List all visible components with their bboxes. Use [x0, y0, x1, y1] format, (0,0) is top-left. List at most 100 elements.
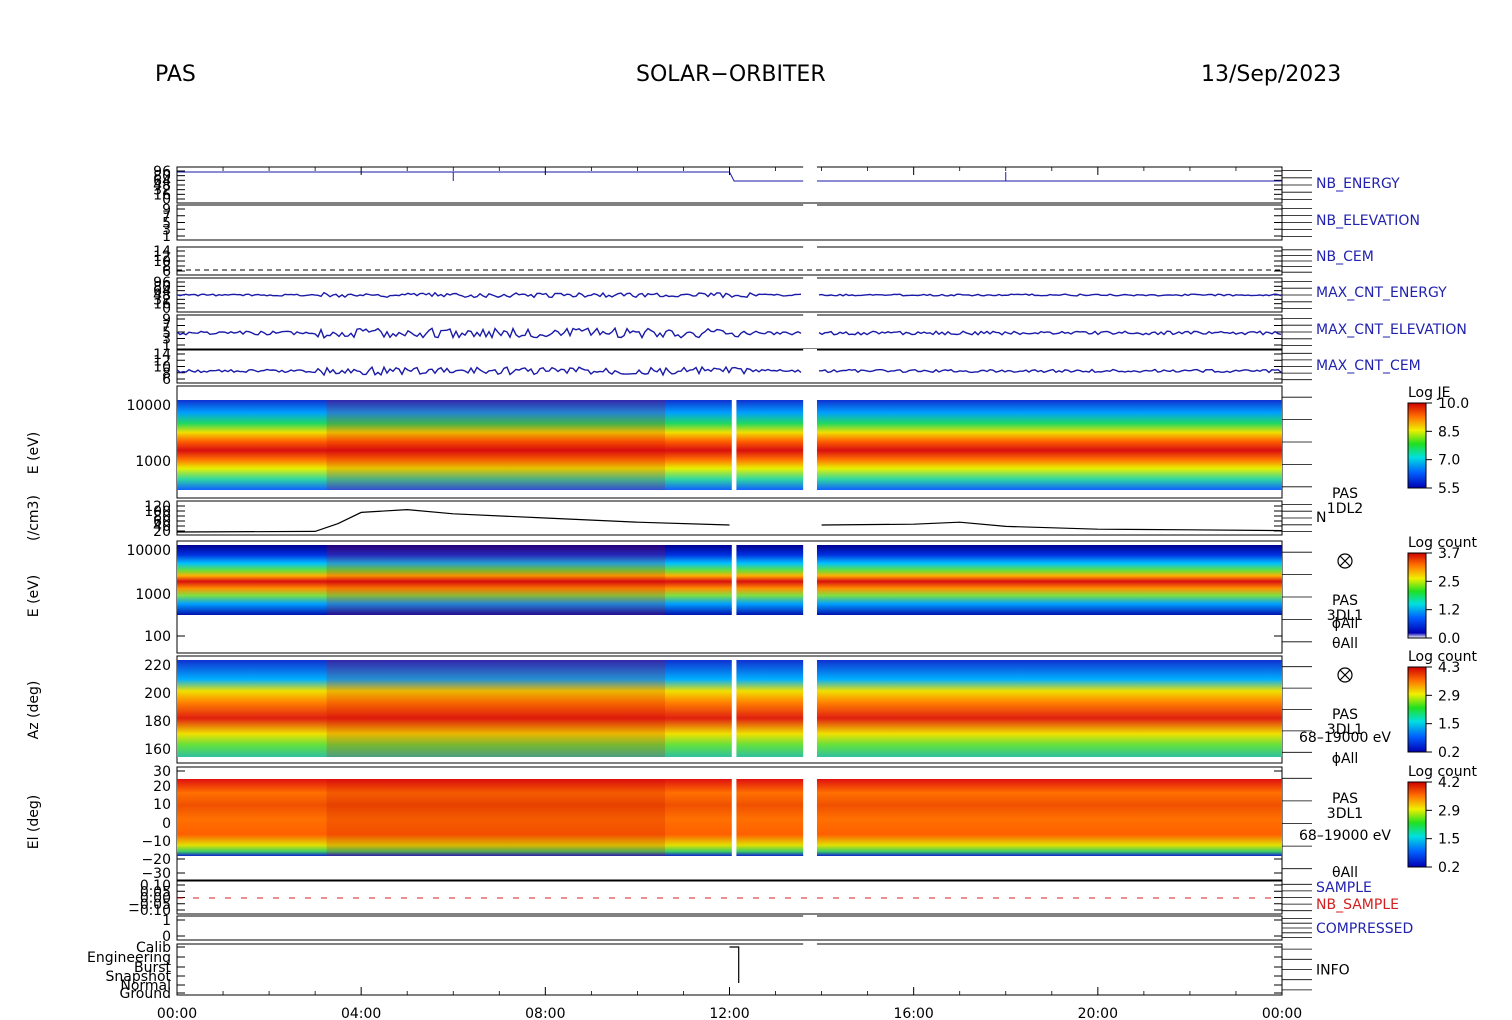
y-tick-label: 64: [153, 173, 171, 189]
y-tick-label: 30: [153, 764, 171, 780]
y-tick-label: 96: [153, 164, 171, 180]
y-tick-label: −0.05: [128, 897, 171, 913]
data-gap: [803, 943, 817, 947]
into-page-icon-x: [1339, 555, 1351, 567]
into-page-icon: [1337, 553, 1353, 569]
side-label: ϕAll: [1332, 616, 1359, 632]
y-tick-label: 20: [153, 779, 171, 795]
y-tick-label: Burst: [134, 960, 172, 976]
y-tick-label: 0.00: [140, 891, 171, 907]
y-tick-label: 14: [153, 244, 171, 260]
y-tick-label: 0.05: [140, 884, 171, 900]
colorbar: [1407, 666, 1427, 753]
je-heatmap: [816, 400, 1282, 490]
y-tick-label: 12: [153, 353, 171, 369]
y-axis-title: Az (deg): [26, 681, 42, 740]
instrument-title: PAS: [155, 62, 196, 87]
side-label: PAS: [1332, 593, 1358, 609]
colorbar-tick-label: 1.5: [1438, 717, 1460, 733]
x-tick-label: 00:00: [157, 1006, 197, 1020]
side-label: PAS: [1332, 707, 1358, 723]
panel-label: NB_ELEVATION: [1316, 213, 1420, 229]
y-tick-label: 64: [153, 284, 171, 300]
colorbar-tick-label: 4.3: [1438, 660, 1460, 676]
y-tick-label: 7: [162, 319, 171, 335]
data-gap: [803, 246, 817, 250]
je-heatmap: [177, 400, 732, 490]
panel-frame: [176, 204, 1283, 241]
x-tick-label: 20:00: [1078, 1006, 1118, 1020]
y-tick-label: 16: [153, 187, 171, 203]
az-heatmap: [816, 660, 1282, 757]
side-label: 3DL1: [1327, 806, 1363, 822]
y-tick-label: 12: [153, 249, 171, 265]
data-gap: [803, 166, 817, 170]
side-label: θAll: [1332, 865, 1358, 881]
panel-label: MAX_CNT_ENERGY: [1316, 285, 1447, 301]
y-tick-label: 10: [153, 797, 171, 813]
y-tick-label: 80: [153, 509, 171, 525]
colorbar-tick-label: 5.5: [1438, 481, 1460, 497]
y-tick-label: 14: [153, 347, 171, 363]
colorbar-tick-label: 10.0: [1438, 396, 1469, 412]
y-tick-label: 0: [162, 816, 171, 832]
y-tick-label: 0: [162, 301, 171, 317]
y-tick-label: 200: [144, 686, 171, 702]
info-series: [729, 946, 740, 983]
panel-label: MAX_CNT_ELEVATION: [1316, 322, 1467, 338]
colorbar: [1407, 781, 1427, 868]
panel-frame: [176, 314, 1283, 350]
series-line: [176, 326, 1282, 340]
y-tick-label: Normal: [120, 978, 171, 994]
panel-label: NB_CEM: [1316, 249, 1374, 265]
panel-label: SAMPLE: [1316, 880, 1372, 896]
side-label: θAll: [1332, 636, 1358, 652]
y-tick-label: 0: [162, 929, 171, 945]
y-tick-label: 80: [153, 169, 171, 185]
colorbar-tick-label: 2.9: [1438, 803, 1460, 819]
side-label: PAS: [1332, 486, 1358, 502]
y-tick-label: 10000: [126, 543, 171, 559]
y-tick-label: 1000: [135, 454, 171, 470]
colorbar-tick-label: 2.5: [1438, 574, 1460, 590]
y-tick-label: 32: [153, 292, 171, 308]
e3-heatmap: [816, 545, 1282, 615]
series-label: N: [1316, 510, 1326, 526]
je-heatmap-overlay: [326, 400, 666, 490]
into-page-icon-x: [1339, 669, 1351, 681]
colorbar-title: Log JE: [1408, 385, 1450, 401]
y-tick-label: 48: [153, 288, 171, 304]
y-tick-label: 0.10: [140, 878, 171, 894]
data-gap: [803, 204, 817, 208]
panel-label: NB_SAMPLE: [1316, 897, 1399, 913]
colorbar-tick-label: 0.0: [1438, 631, 1460, 647]
y-tick-label: Calib: [136, 940, 171, 956]
side-label: ϕAll: [1332, 751, 1359, 767]
y-axis-title: El (deg): [26, 795, 42, 850]
y-tick-label: 180: [144, 714, 171, 730]
y-tick-label: 16: [153, 297, 171, 313]
x-tick-label: 04:00: [341, 1006, 381, 1020]
colorbar-tick-label: 0.2: [1438, 860, 1460, 876]
el-heatmap-overlay: [326, 779, 666, 856]
y-tick-label: −0.10: [128, 903, 171, 919]
colorbar-tick-label: 2.9: [1438, 688, 1460, 704]
y-tick-label: 1000: [135, 587, 171, 603]
side-label: 1DL2: [1327, 501, 1363, 517]
y-tick-label: 5: [162, 216, 171, 232]
data-gap: [803, 314, 817, 318]
series-line: [176, 291, 1282, 299]
side-label: PAS: [1332, 791, 1358, 807]
y-tick-label: 96: [153, 275, 171, 291]
y-tick-label: 1: [162, 229, 171, 245]
side-label: 3DL1: [1327, 608, 1363, 624]
colorbar-tick-label: 1.5: [1438, 832, 1460, 848]
colorbar-tick-label: 0.2: [1438, 745, 1460, 761]
x-tick-label: 00:00: [1262, 1006, 1302, 1020]
density-series: [176, 508, 1283, 533]
az-heatmap-overlay: [326, 660, 666, 757]
y-tick-label: Snapshot: [106, 969, 172, 985]
panel-label: NB_ENERGY: [1316, 176, 1400, 192]
y-tick-label: 10: [153, 360, 171, 376]
